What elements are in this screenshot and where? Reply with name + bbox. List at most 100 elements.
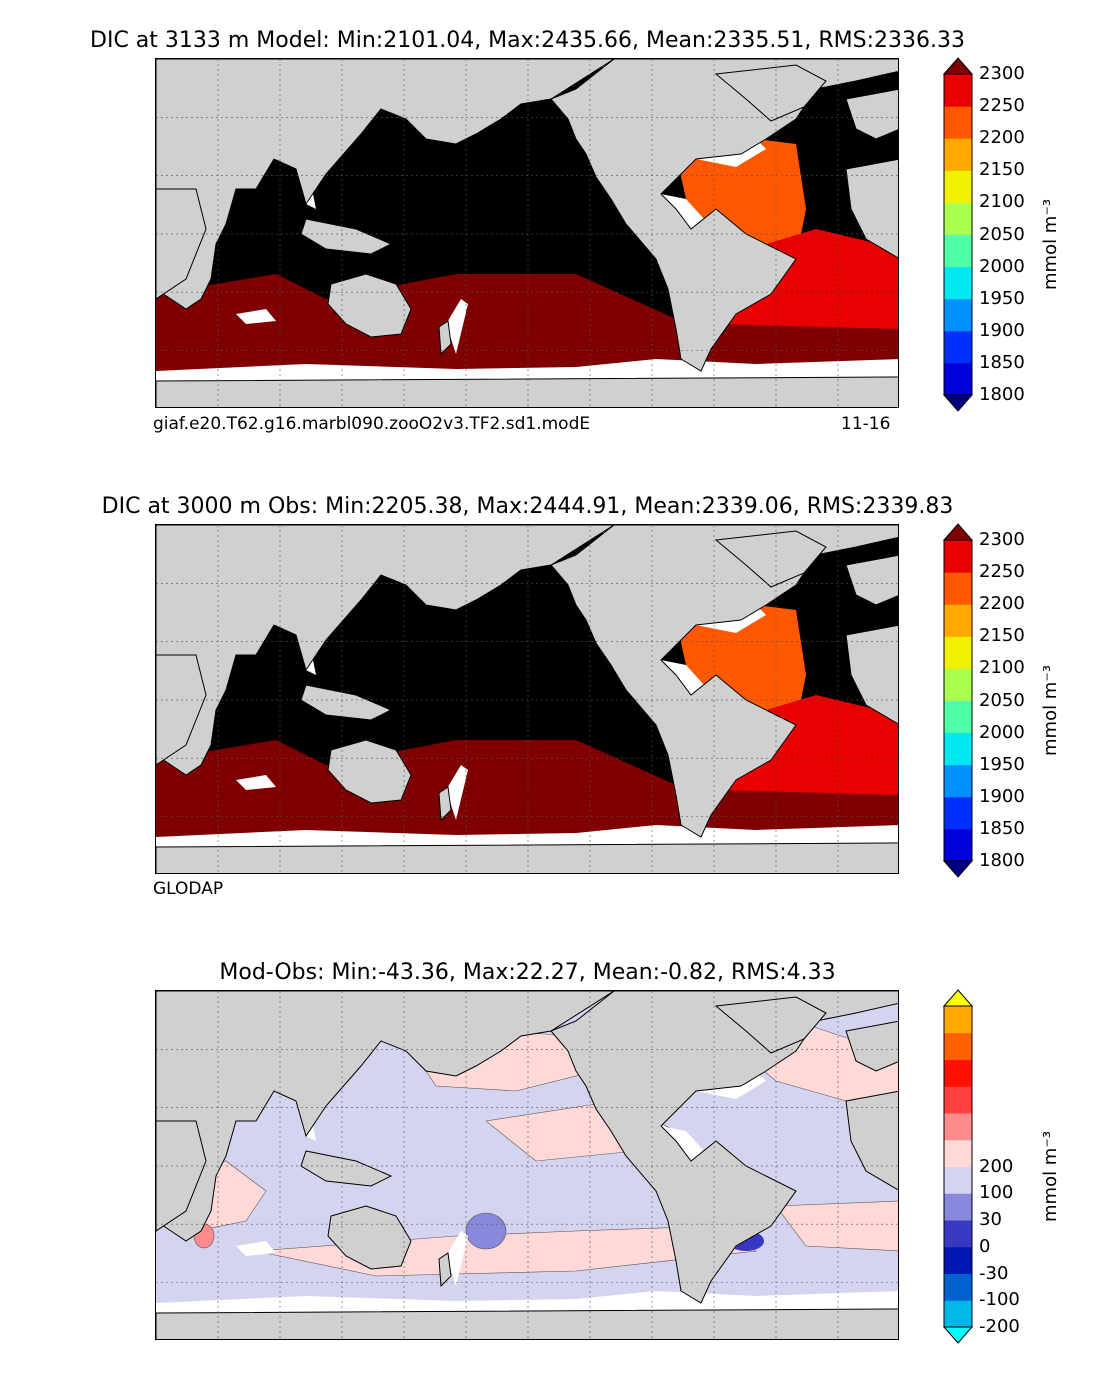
landmass-africa xyxy=(156,1120,207,1232)
landmass-europe_w xyxy=(845,88,898,140)
world-map-diff xyxy=(156,991,898,1339)
colorbar-segment xyxy=(944,636,972,669)
panel-title: Mod-Obs: Min:-43.36, Max:22.27, Mean:-0.… xyxy=(219,960,836,985)
colorbar-tick-label: 2250 xyxy=(979,561,1025,583)
colorbar-tick-label: 2100 xyxy=(979,191,1025,213)
world-map-obs xyxy=(156,525,898,873)
landmass-africa_e xyxy=(845,624,898,725)
colorbar-segment xyxy=(944,74,972,107)
colorbar-tick-label: 1950 xyxy=(979,287,1025,309)
colorbar-tick-label: -100 xyxy=(979,1289,1020,1311)
colorbar-segment xyxy=(944,1300,972,1328)
obs-map xyxy=(155,524,899,874)
landmass-australia xyxy=(327,1205,412,1270)
landmass-australia xyxy=(327,273,412,338)
colorbar-over-triangle xyxy=(942,57,974,75)
landmass-africa xyxy=(156,188,207,300)
colorbar-segment xyxy=(944,1086,972,1114)
colorbar-tick-label: 2300 xyxy=(979,63,1025,84)
panel-title: DIC at 3000 m Obs: Min:2205.38, Max:2444… xyxy=(101,494,954,519)
colorbar-swatches xyxy=(942,989,974,1344)
colorbar-units-label: mmol m⁻³ xyxy=(1040,664,1061,756)
landmass-nz xyxy=(438,1252,452,1288)
colorbar-tick-label: 1950 xyxy=(979,753,1025,775)
colorbar-tick-label: 2300 xyxy=(979,529,1025,550)
colorbar-tick-label: 1900 xyxy=(979,319,1025,341)
colorbar-segment xyxy=(944,1059,972,1087)
colorbar-segment xyxy=(944,604,972,637)
colorbar-tick-label: 2200 xyxy=(979,593,1025,615)
colorbar-segment xyxy=(944,330,972,364)
landmass-europe_w xyxy=(845,1020,898,1072)
model-map xyxy=(155,58,899,408)
landmass-africa xyxy=(156,654,207,766)
landmass-antarctica xyxy=(156,842,898,873)
landmass-eurasia xyxy=(156,525,615,776)
colorbar-tick-label: 1800 xyxy=(979,384,1025,405)
landmass-greenland xyxy=(714,996,827,1054)
colorbar-segment xyxy=(944,668,972,701)
case-name-caption: giaf.e20.T62.g16.marbl090.zooO2v3.TF2.sd… xyxy=(153,414,591,434)
colorbar-units-label: mmol m⁻³ xyxy=(1040,1130,1061,1222)
colorbar-segment xyxy=(944,298,972,332)
landmass-greenland xyxy=(714,64,827,122)
colorbar-under-triangle xyxy=(942,1326,974,1344)
colorbar-segment xyxy=(944,828,972,862)
colorbar-tick-label: 200 xyxy=(979,1155,1014,1177)
colorbar-segment xyxy=(944,202,972,235)
model-colorbar: 1800 1850 1900 1950 2000 2050 2100 2150 2200 2250… xyxy=(942,57,1061,412)
colorbar-tick-label: 2250 xyxy=(979,95,1025,117)
obs-panel: DIC at 3000 m Obs: Min:2205.38, Max:2444… xyxy=(0,466,1095,923)
colorbar-tick-label: 2050 xyxy=(979,689,1025,711)
colorbar-tick-label: 100 xyxy=(979,1182,1014,1204)
colorbar-segment xyxy=(944,106,972,139)
colorbar-segment xyxy=(944,1032,972,1060)
model-panel: DIC at 3133 m Model: Min:2101.04, Max:24… xyxy=(0,0,1095,457)
colorbar-tick-label: 2100 xyxy=(979,657,1025,679)
landmass-eurasia xyxy=(156,991,615,1242)
landmass-eurasia xyxy=(156,59,615,310)
colorbar-segment xyxy=(944,700,972,734)
colorbar-tick-label: 2000 xyxy=(979,255,1025,277)
colorbar-units-label: mmol m⁻³ xyxy=(1040,198,1061,290)
colorbar-tick-label: 30 xyxy=(979,1209,1002,1230)
colorbar-segment xyxy=(944,1193,972,1221)
diff-map xyxy=(155,990,899,1340)
colorbar-segment xyxy=(944,572,972,605)
colorbar-segment xyxy=(944,1113,972,1141)
colorbar-segment xyxy=(944,266,972,300)
colorbar-segment xyxy=(944,138,972,171)
colorbar-tick-label: 0 xyxy=(979,1235,991,1257)
landmass-nz xyxy=(438,786,452,822)
landmass-greenland xyxy=(714,530,827,588)
colorbar-segment xyxy=(944,540,972,573)
colorbar-under-triangle xyxy=(942,394,974,412)
colorbar-segment xyxy=(944,170,972,203)
colorbar-segment xyxy=(944,1006,972,1034)
colorbar-swatches xyxy=(942,57,974,412)
colorbar-tick-label: 2150 xyxy=(979,159,1025,181)
colorbar-tick-label: 1850 xyxy=(979,351,1025,373)
colorbar-tick-label: 2150 xyxy=(979,625,1025,647)
colorbar-tick-label: 1800 xyxy=(979,850,1025,871)
colorbar-tick-label: 1850 xyxy=(979,817,1025,839)
colorbar-segment xyxy=(944,764,972,798)
colorbar-segment xyxy=(944,234,972,268)
colorbar-under-triangle xyxy=(942,860,974,878)
colorbar-tick-label: 1900 xyxy=(979,785,1025,807)
colorbar-tick-label: 2000 xyxy=(979,721,1025,743)
diff-colorbar: -200 -100 -30 0 30 100 200 mmol m⁻³ xyxy=(942,989,1061,1344)
colorbar-swatches xyxy=(942,523,974,878)
landmass-australia xyxy=(327,739,412,804)
colorbar-over-triangle xyxy=(942,523,974,541)
colorbar-segment xyxy=(944,1246,972,1274)
landmass-americas xyxy=(550,525,898,838)
obs-colorbar: 1800 1850 1900 1950 2000 2050 2100 2150 2200 2250… xyxy=(942,523,1061,878)
source-caption: GLODAP xyxy=(153,879,224,899)
colorbar-segment xyxy=(944,362,972,396)
world-map-model xyxy=(156,59,898,407)
landmass-americas xyxy=(550,59,898,372)
colorbar-tick-label: 2200 xyxy=(979,127,1025,149)
landmass-europe_w xyxy=(845,554,898,606)
landmass-antarctica xyxy=(156,376,898,407)
